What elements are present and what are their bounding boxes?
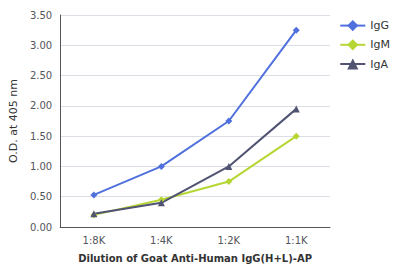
- svg-text:2.50: 2.50: [30, 70, 52, 81]
- svg-text:3.50: 3.50: [30, 10, 52, 21]
- svg-text:1:8K: 1:8K: [83, 235, 106, 246]
- svg-text:1:2K: 1:2K: [217, 235, 240, 246]
- svg-text:0.50: 0.50: [30, 191, 52, 202]
- svg-text:3.00: 3.00: [30, 40, 52, 51]
- svg-text:2.00: 2.00: [30, 100, 52, 111]
- svg-text:IgG: IgG: [370, 19, 389, 32]
- svg-text:1:1K: 1:1K: [285, 235, 308, 246]
- svg-text:IgA: IgA: [370, 58, 388, 71]
- svg-text:1.50: 1.50: [30, 131, 52, 142]
- svg-text:0.00: 0.00: [30, 222, 52, 233]
- svg-text:IgM: IgM: [370, 38, 390, 51]
- svg-text:1:4K: 1:4K: [150, 235, 173, 246]
- svg-text:Dilution of Goat Anti-Human Ig: Dilution of Goat Anti-Human IgG(H+L)-AP: [78, 253, 312, 264]
- svg-text:1.00: 1.00: [30, 161, 52, 172]
- svg-text:O.D. at 405 nm: O.D. at 405 nm: [7, 79, 20, 163]
